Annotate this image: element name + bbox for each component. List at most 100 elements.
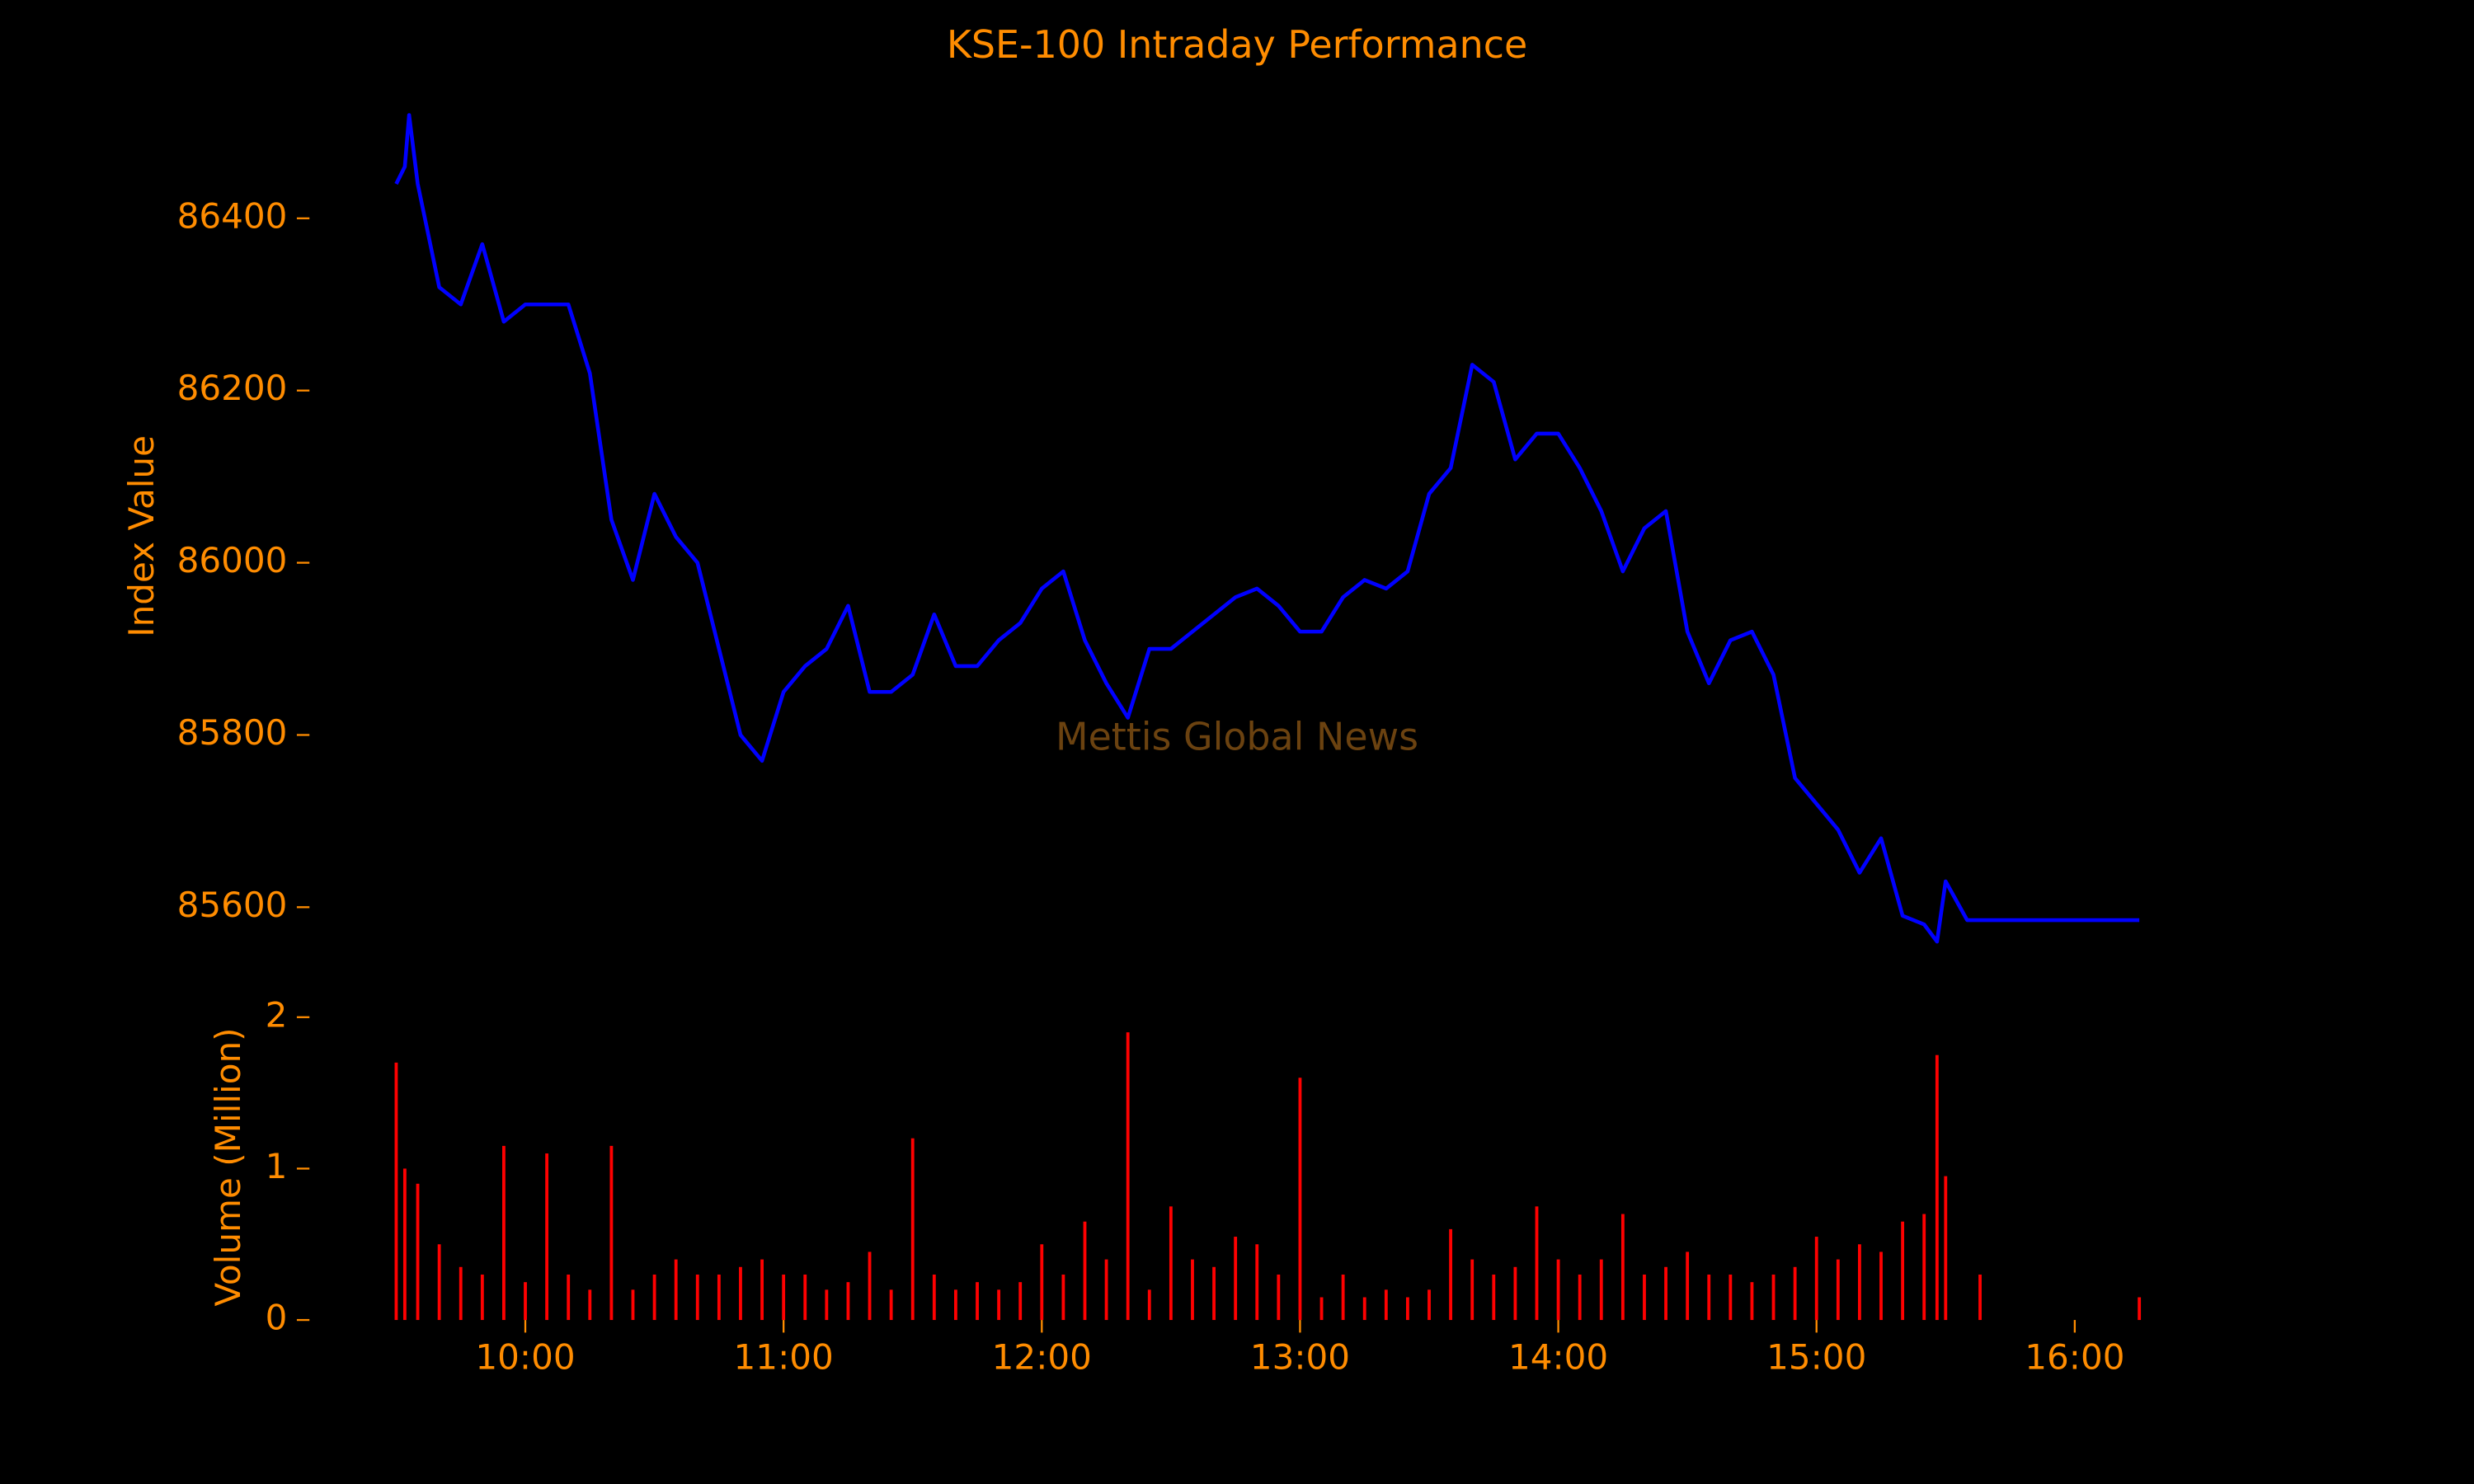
- volume-bar: [760, 1259, 764, 1321]
- x-tick-label: 14:00: [1508, 1336, 1608, 1377]
- volume-bar: [1169, 1206, 1173, 1321]
- volume-bar: [1147, 1289, 1151, 1321]
- volume-bar: [1427, 1289, 1431, 1321]
- volume-bar: [1935, 1054, 1939, 1321]
- volume-bar: [1406, 1297, 1409, 1321]
- x-tick-label: 16:00: [2025, 1336, 2124, 1377]
- volume-bar: [1771, 1274, 1776, 1321]
- volume-bar: [825, 1289, 829, 1321]
- volume-bar: [782, 1274, 786, 1321]
- volume-bar: [1643, 1274, 1646, 1321]
- volume-bar: [567, 1274, 571, 1321]
- chart-title: KSE-100 Intraday Performance: [947, 22, 1527, 67]
- y-axis-label: Index Value: [121, 435, 162, 637]
- volume-bar: [1384, 1289, 1388, 1321]
- volume-bar: [997, 1289, 1001, 1321]
- volume-bar: [1978, 1274, 1982, 1321]
- volume-bar: [954, 1289, 957, 1321]
- volume-bar: [1750, 1282, 1754, 1321]
- volume-bar: [1922, 1214, 1926, 1321]
- volume-bar: [1255, 1244, 1259, 1321]
- volume-bar: [803, 1274, 807, 1321]
- index-line: [394, 113, 2140, 944]
- volume-bar: [1191, 1259, 1194, 1321]
- x-tick-label: 15:00: [1766, 1336, 1866, 1377]
- volume-bar: [976, 1282, 979, 1321]
- y-tick-label: 0: [266, 1298, 288, 1338]
- volume-bar: [652, 1274, 656, 1321]
- volume-bar: [1620, 1214, 1625, 1321]
- volume-bar: [1836, 1259, 1840, 1321]
- volume-bar: [1104, 1259, 1108, 1321]
- x-tick-label: 11:00: [734, 1336, 834, 1377]
- volume-bar: [1341, 1274, 1345, 1321]
- y-tick-label: 86000: [177, 540, 288, 580]
- volume-bar: [588, 1289, 592, 1321]
- volume-bar: [1083, 1221, 1087, 1321]
- y-tick-label: 85800: [177, 712, 288, 753]
- volume-bar: [1729, 1274, 1733, 1321]
- volume-bar: [868, 1252, 872, 1321]
- volume-bar: [545, 1153, 549, 1321]
- volume-bar: [480, 1274, 484, 1321]
- volume-bar: [1513, 1266, 1517, 1321]
- y-tick-label: 85600: [177, 885, 288, 925]
- volume-bar: [402, 1168, 407, 1321]
- volume-bar: [1234, 1237, 1238, 1321]
- y-axis-label: Volume (Million): [208, 1027, 248, 1306]
- volume-bar: [1126, 1032, 1130, 1321]
- volume-bar: [1277, 1274, 1281, 1321]
- volume-bar: [717, 1274, 721, 1321]
- y-tick-label: 2: [266, 994, 288, 1035]
- volume-bar: [1901, 1221, 1905, 1321]
- volume-bar: [1040, 1244, 1044, 1321]
- volume-bar: [1814, 1237, 1818, 1321]
- y-tick-label: 86200: [177, 368, 288, 408]
- volume-bar: [1599, 1259, 1603, 1321]
- volume-bar: [1793, 1266, 1797, 1321]
- volume-bar: [739, 1266, 742, 1321]
- watermark: Mettis Global News: [1056, 715, 1418, 759]
- x-tick-label: 12:00: [992, 1336, 1092, 1377]
- y-tick-label: 86400: [177, 195, 288, 236]
- volume-bar: [2138, 1297, 2142, 1321]
- x-tick-label: 10:00: [475, 1336, 575, 1377]
- volume-bar: [524, 1282, 527, 1321]
- volume-bar: [1362, 1297, 1366, 1321]
- volume-bar: [910, 1138, 915, 1321]
- volume-bar: [1664, 1266, 1667, 1321]
- volume-bar: [1944, 1176, 1948, 1321]
- volume-bar: [695, 1274, 699, 1321]
- volume-bar: [1707, 1274, 1711, 1321]
- volume-bar: [1858, 1244, 1861, 1321]
- volume-bar: [932, 1274, 936, 1321]
- volume-bar: [1470, 1259, 1475, 1321]
- volume-bar: [631, 1289, 635, 1321]
- volume-bar: [1212, 1266, 1216, 1321]
- volume-bar: [889, 1289, 893, 1321]
- volume-bar: [1061, 1274, 1065, 1321]
- volume-bar: [1578, 1274, 1582, 1321]
- volume-bar: [609, 1145, 614, 1321]
- volume-bar: [1492, 1274, 1496, 1321]
- volume-bar: [1879, 1252, 1883, 1321]
- volume-bar: [1298, 1078, 1302, 1321]
- volume-bar: [1686, 1252, 1690, 1321]
- volume-bar: [416, 1183, 420, 1321]
- volume-bar: [674, 1259, 678, 1321]
- volume-bar: [437, 1244, 441, 1321]
- volume-bar: [502, 1145, 506, 1321]
- volume-bar: [459, 1266, 463, 1321]
- volume-bar: [1535, 1206, 1539, 1321]
- volume-bar: [1319, 1297, 1324, 1321]
- volume-bar: [1449, 1228, 1453, 1321]
- volume-bar: [846, 1282, 850, 1321]
- volume-bar: [1556, 1259, 1560, 1321]
- volume-bar: [394, 1062, 398, 1321]
- x-tick-label: 13:00: [1250, 1336, 1350, 1377]
- y-tick-label: 1: [266, 1146, 288, 1186]
- volume-bar: [1018, 1282, 1023, 1321]
